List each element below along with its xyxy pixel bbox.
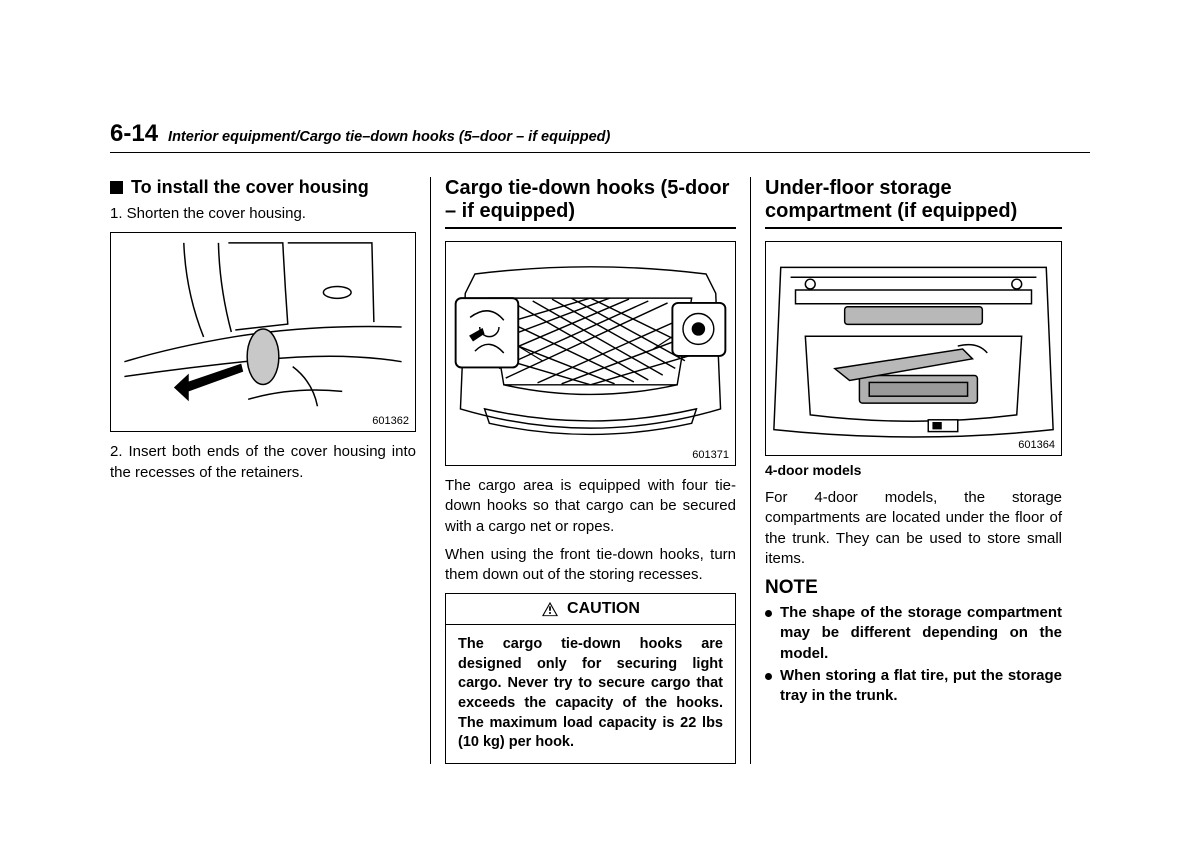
note-item-2: When storing a flat tire, put the storag… bbox=[765, 666, 1062, 707]
col2-para1: The cargo area is equipped with four tie… bbox=[445, 476, 736, 537]
note-heading: NOTE bbox=[765, 577, 1062, 599]
content-columns: To install the cover housing 1. Shorten … bbox=[110, 177, 1090, 764]
warning-triangle-icon bbox=[541, 601, 559, 617]
figure-cargo-hooks: 601371 bbox=[445, 241, 736, 466]
figure-id-1: 601362 bbox=[372, 415, 409, 427]
col2-heading: Cargo tie-down hooks (5-door – if equipp… bbox=[445, 177, 736, 229]
bullet-dot-icon bbox=[765, 673, 772, 680]
note-text-2: When storing a flat tire, put the storag… bbox=[780, 666, 1062, 707]
underfloor-illustration bbox=[766, 242, 1061, 455]
figure-caption-3: 4-door models bbox=[765, 462, 1062, 478]
col3-heading: Under-floor storage compartment (if equi… bbox=[765, 177, 1062, 229]
column-1: To install the cover housing 1. Shorten … bbox=[110, 177, 430, 764]
col3-para1: For 4-door models, the storage compartme… bbox=[765, 488, 1062, 569]
cargo-hooks-illustration bbox=[446, 242, 735, 465]
note-item-1: The shape of the storage compartment may… bbox=[765, 603, 1062, 664]
col1-heading-text: To install the cover housing bbox=[131, 177, 369, 198]
column-2: Cargo tie-down hooks (5-door – if equipp… bbox=[430, 177, 750, 764]
column-3: Under-floor storage compartment (if equi… bbox=[750, 177, 1070, 764]
figure-cover-housing: 601362 bbox=[110, 232, 416, 432]
cover-housing-illustration bbox=[111, 233, 415, 431]
figure-id-3: 601364 bbox=[1018, 439, 1055, 451]
col1-heading: To install the cover housing bbox=[110, 177, 416, 198]
col1-step1: 1. Shorten the cover housing. bbox=[110, 204, 416, 224]
figure-id-2: 601371 bbox=[692, 449, 729, 461]
col2-para2: When using the front tie-down hooks, tur… bbox=[445, 545, 736, 586]
caution-header: CAUTION bbox=[445, 593, 736, 624]
caution-label: CAUTION bbox=[567, 600, 640, 618]
note-text-1: The shape of the storage compartment may… bbox=[780, 603, 1062, 664]
manual-page: 6-14 Interior equipment/Cargo tie–down h… bbox=[110, 120, 1090, 764]
square-bullet-icon bbox=[110, 181, 123, 194]
header-breadcrumb: Interior equipment/Cargo tie–down hooks … bbox=[168, 129, 610, 145]
page-header: 6-14 Interior equipment/Cargo tie–down h… bbox=[110, 120, 1090, 153]
caution-body: The cargo tie-down hooks are designed on… bbox=[445, 624, 736, 763]
page-number: 6-14 bbox=[110, 120, 158, 148]
figure-underfloor-storage: 601364 bbox=[765, 241, 1062, 456]
bullet-dot-icon bbox=[765, 610, 772, 617]
col1-step2: 2. Insert both ends of the cover housing… bbox=[110, 442, 416, 483]
